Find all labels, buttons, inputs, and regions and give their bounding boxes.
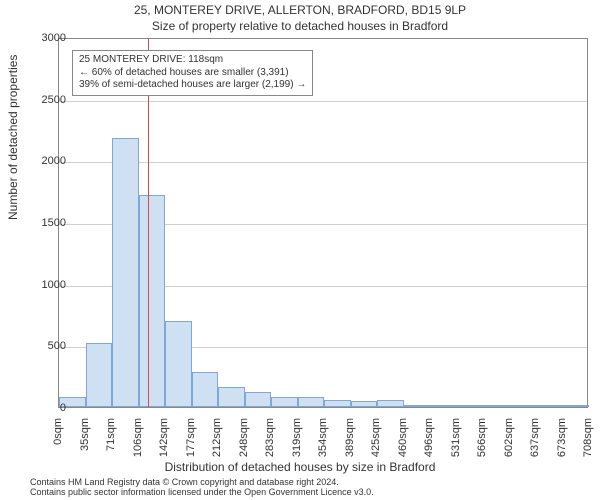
histogram-bar	[324, 400, 351, 407]
y-tick-label: 500	[26, 340, 66, 352]
histogram-bar	[165, 321, 192, 407]
y-tick-label: 1000	[26, 279, 66, 291]
y-tick-label: 2500	[26, 94, 66, 106]
histogram-chart: 25, MONTEREY DRIVE, ALLERTON, BRADFORD, …	[0, 0, 600, 500]
histogram-bar	[430, 405, 457, 407]
histogram-bar	[483, 405, 510, 407]
histogram-bar	[192, 372, 219, 407]
histogram-bar	[510, 405, 537, 407]
chart-title-sub: Size of property relative to detached ho…	[0, 19, 600, 33]
x-axis-label: Distribution of detached houses by size …	[0, 460, 600, 474]
tooltip-line-3: 39% of semi-detached houses are larger (…	[79, 79, 306, 92]
histogram-bar	[404, 405, 431, 407]
attribution-text: Contains HM Land Registry data © Crown c…	[30, 478, 374, 498]
histogram-bar	[351, 401, 378, 407]
histogram-bar	[271, 397, 298, 407]
histogram-bar	[457, 405, 484, 407]
y-tick-label: 1500	[26, 217, 66, 229]
marker-tooltip: 25 MONTEREY DRIVE: 118sqm ← 60% of detac…	[72, 50, 313, 96]
histogram-bar	[218, 387, 245, 407]
histogram-bar	[112, 138, 139, 407]
attribution-line-2: Contains public sector information licen…	[30, 488, 374, 498]
histogram-bar	[536, 405, 563, 407]
y-tick-label: 0	[26, 402, 66, 414]
histogram-bar	[563, 405, 590, 407]
histogram-bar	[245, 392, 272, 407]
chart-title-main: 25, MONTEREY DRIVE, ALLERTON, BRADFORD, …	[0, 3, 600, 17]
histogram-bar	[377, 400, 404, 407]
y-tick-label: 3000	[26, 32, 66, 44]
tooltip-line-1: 25 MONTEREY DRIVE: 118sqm	[79, 54, 306, 67]
grid-line	[59, 101, 587, 102]
histogram-bar	[139, 195, 166, 407]
y-tick-label: 2000	[26, 155, 66, 167]
y-axis-label: Number of detached properties	[6, 55, 20, 220]
histogram-bar	[86, 343, 113, 407]
histogram-bar	[298, 397, 325, 407]
tooltip-line-2: ← 60% of detached houses are smaller (3,…	[79, 67, 306, 80]
